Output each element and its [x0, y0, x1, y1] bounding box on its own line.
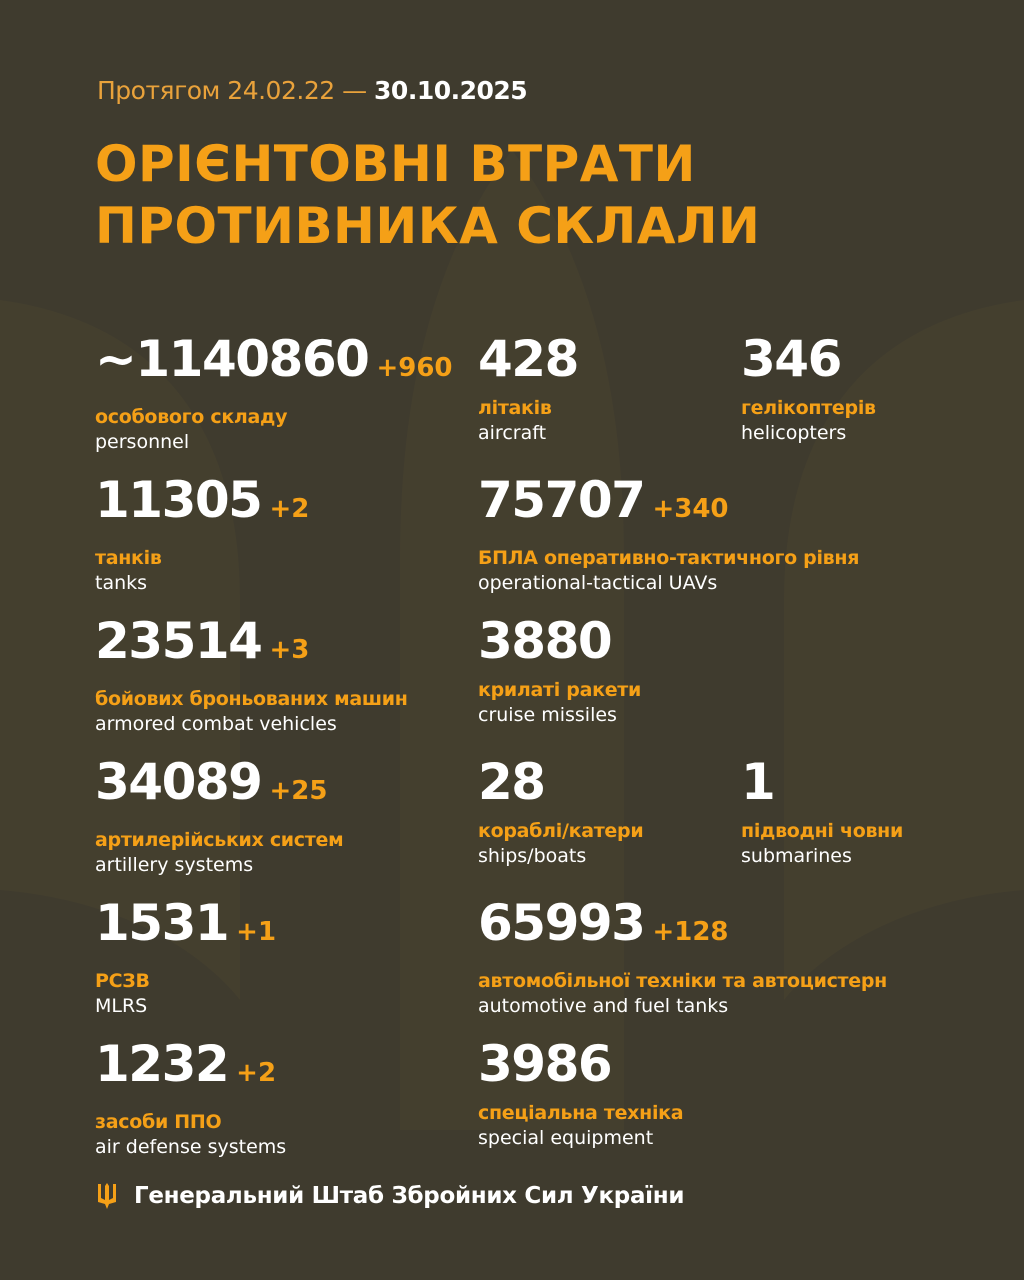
stat-item: 1531 +1 РСЗВ MLRS: [95, 897, 276, 1017]
stat-label-ua: особового складу: [95, 406, 288, 428]
footer: Генеральний Штаб Збройних Сил України: [96, 1182, 684, 1210]
title-line-2: ПРОТИВНИКА СКЛАЛИ: [95, 197, 761, 255]
period-prefix: Протягом 24.02.22 —: [97, 76, 367, 105]
stat-item: 3880 крилаті ракети cruise missiles: [478, 615, 641, 726]
stat-value: 428: [478, 330, 579, 388]
stat-item: 1232 +2 засоби ППО air defense systems: [95, 1038, 286, 1158]
stat-label-en: helicopters: [741, 422, 847, 444]
stat-number: 65993: [478, 894, 646, 952]
stat-label-en: ships/boats: [478, 845, 587, 867]
stat-item: 346 гелікоптерів helicopters: [741, 333, 876, 444]
stat-label-en: cruise missiles: [478, 704, 617, 726]
stat-value: 11305 +2: [95, 474, 309, 535]
stat-label-en: personnel: [95, 431, 190, 453]
stat-label-ua: кораблі/катери: [478, 820, 644, 842]
stat-value: 3880: [478, 615, 641, 667]
stat-number: 75707: [478, 471, 646, 529]
period-subtitle: Протягом 24.02.22 — 30.10.2025: [97, 76, 528, 105]
stat-value: 1531 +1: [95, 897, 276, 958]
stat-item: 428 літаків aircraft: [478, 330, 579, 444]
stat-value: 1: [741, 756, 903, 808]
stat-label-ua: РСЗВ: [95, 970, 150, 992]
stat-label-ua: артилерійських систем: [95, 829, 344, 851]
stat-label-ua: гелікоптерів: [741, 397, 876, 419]
stat-delta: +25: [269, 776, 328, 806]
stat-item: 34089 +25 артилерійських систем artillery…: [95, 756, 344, 876]
page-title: ОРІЄНТОВНІ ВТРАТИ ПРОТИВНИКА СКЛАЛИ: [95, 133, 760, 257]
title-line-1: ОРІЄНТОВНІ ВТРАТИ: [95, 135, 696, 193]
stat-item: 3986 спеціальна техніка special equipmen…: [478, 1038, 684, 1149]
stat-number: 34089: [95, 753, 263, 811]
stat-label-en: automotive and fuel tanks: [478, 995, 729, 1017]
stat-number: 1: [741, 753, 776, 811]
stat-item: 28 кораблі/катери ships/boats: [478, 756, 644, 867]
stat-label-ua: крилаті ракети: [478, 679, 642, 701]
stat-value: 65993 +128: [478, 897, 887, 958]
trident-icon: [98, 1183, 116, 1209]
stat-label-ua: автомобільної техніки та автоцистерн: [478, 970, 887, 992]
stat-number: 11305: [95, 471, 263, 529]
stat-value: 1232 +2: [95, 1038, 286, 1099]
stat-value: 3986: [478, 1038, 683, 1090]
stat-number: 346: [741, 330, 842, 388]
stat-label-en: MLRS: [95, 995, 148, 1017]
stat-value: 34089 +25: [95, 756, 343, 817]
stat-label-en: aircraft: [478, 422, 547, 444]
stat-label-en: tanks: [95, 572, 148, 594]
stat-value: 23514 +3: [95, 615, 408, 676]
stat-label-en: operational-tactical UAVs: [478, 572, 718, 594]
report-date: 30.10.2025: [374, 76, 528, 105]
stat-label-en: special equipment: [478, 1127, 654, 1149]
stat-label-ua: спеціальна техніка: [478, 1102, 684, 1124]
stat-label-ua: танків: [95, 547, 162, 569]
stat-number: 3986: [478, 1035, 613, 1093]
stat-number: 23514: [95, 612, 263, 670]
stat-item: 65993 +128 автомобільної техніки та автоц…: [478, 897, 887, 1017]
stat-delta: +340: [652, 494, 729, 524]
stat-number: 28: [478, 753, 546, 811]
stat-delta: +2: [236, 1058, 277, 1088]
stat-delta: +960: [376, 353, 453, 383]
stat-number: ~1140860: [95, 330, 370, 388]
stat-delta: +3: [269, 635, 310, 665]
stat-label-ua: підводні човни: [741, 820, 904, 842]
stat-value: 28: [478, 756, 643, 808]
stat-delta: +1: [236, 917, 277, 947]
stat-label-ua: літаків: [478, 397, 552, 419]
stat-label-en: armored combat vehicles: [95, 713, 337, 735]
stat-value: 75707 +340: [478, 474, 859, 535]
footer-text: Генеральний Штаб Збройних Сил України: [134, 1183, 685, 1209]
stat-value: 346: [741, 333, 876, 385]
stat-item: 1 підводні човни submarines: [741, 756, 903, 867]
stat-label-en: air defense systems: [95, 1136, 287, 1158]
stat-value: ~1140860 +960: [95, 333, 453, 394]
stat-number: 1531: [95, 894, 230, 952]
stat-delta: +128: [652, 917, 729, 947]
stat-label-en: artillery systems: [95, 854, 254, 876]
stat-number: 428: [478, 330, 579, 388]
stat-label-ua: бойових броньованих машин: [95, 688, 408, 710]
stat-item: 11305 +2 танків tanks: [95, 474, 309, 594]
stat-label-en: submarines: [741, 845, 852, 867]
stat-label-ua: БПЛА оперативно-тактичного рівня: [478, 547, 860, 569]
stat-item: ~1140860 +960 особового складу personnel: [95, 333, 453, 453]
stat-label-ua: засоби ППО: [95, 1111, 222, 1133]
stat-number: 3880: [478, 612, 613, 670]
stat-item: 75707 +340 БПЛА оперативно-тактичного рів…: [478, 474, 859, 594]
stat-number: 1232: [95, 1035, 230, 1093]
stat-delta: +2: [269, 494, 310, 524]
stat-item: 23514 +3 бойових броньованих машин armore…: [95, 615, 408, 735]
